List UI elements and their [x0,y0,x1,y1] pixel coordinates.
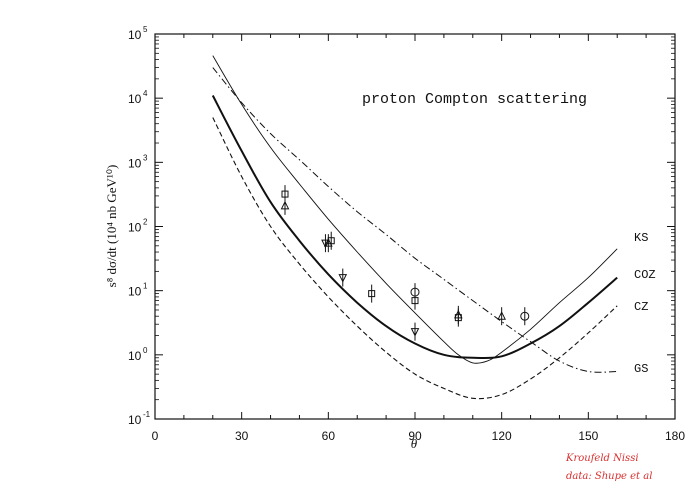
data-point-triangle-down [338,268,348,287]
tick-marks [154,33,676,420]
y-tick-base: 10 [128,92,142,106]
series-labels: KS COZ CZ GS [634,231,656,376]
data-point-square [411,291,419,310]
x-tick-label: 180 [665,429,685,443]
data-point-square [368,284,376,303]
marker-triangle-down [410,328,420,337]
series-line-ks [212,55,618,364]
y-axis-label: s⁸ dσ/dt (10⁴ nb GeV¹⁰) [104,165,119,288]
y-tick-base: 10 [128,221,142,235]
y-tick-exponent: 4 [143,89,148,98]
series-line-cz [212,67,618,373]
y-tick-label: 10 5 [128,25,148,42]
marker-circle [520,311,530,321]
x-tick-label: 120 [492,429,512,443]
data-point-triangle [497,307,506,326]
y-tick-label: 10 3 [128,153,148,170]
data-point-triangle [280,196,290,215]
y-tick-base: 10 [128,156,142,170]
y-tick-exponent: 1 [143,282,148,291]
data-point-triangle-down [321,234,330,253]
y-tick-label: 10 -1 [128,410,151,427]
marker-square [327,237,335,245]
chart-title: proton Compton scattering [362,91,587,108]
y-tick-label: 10 4 [128,89,148,106]
x-tick-label: 150 [578,429,598,443]
marker-triangle [280,200,290,210]
x-tick-label: 60 [322,429,336,443]
series-label-coz: COZ [634,268,656,282]
y-tick-exponent: 2 [143,218,148,227]
y-tick-exponent: -1 [143,410,151,419]
series-label-gs: GS [634,362,648,376]
series-line-coz [211,95,618,360]
series-label-cz: CZ [634,300,648,314]
x-tick-label: 90 [408,429,422,443]
y-tick-base: 10 [128,349,142,363]
marker-square [411,297,419,305]
y-tick-label: 10 0 [128,346,148,363]
y-tick-base: 10 [128,413,142,427]
x-tick-label: 0 [152,429,159,443]
marker-square [454,314,462,322]
x-axis-label: θ [411,436,418,451]
y-tick-exponent: 3 [143,153,148,162]
marker-triangle [497,311,506,320]
data-point-square [454,308,462,327]
handwritten-note-line2: data: Shupe et al [566,471,653,482]
data-markers [280,185,530,341]
handwritten-note-line1: Kroufeld Nissi [566,453,639,464]
marker-square [368,290,376,298]
marker-triangle-down [338,274,348,283]
y-tick-exponent: 5 [143,25,148,34]
series-lines [211,55,618,400]
marker-triangle-down [321,239,330,249]
series-label-ks: KS [634,231,648,245]
data-point-circle [520,307,530,326]
x-tick-label: 30 [235,429,249,443]
data-point-square [327,231,335,250]
y-tick-label: 10 2 [128,218,148,235]
y-tick-base: 10 [128,285,142,299]
marker-triangle [324,238,333,247]
y-tick-base: 10 [128,28,142,42]
data-point-triangle-down [410,322,420,341]
series-line-gs [212,117,618,400]
y-tick-label: 10 1 [128,282,148,299]
x-tick-labels: 0 30 60 90 120 150 180 [152,429,686,443]
y-tick-exponent: 0 [143,346,148,355]
